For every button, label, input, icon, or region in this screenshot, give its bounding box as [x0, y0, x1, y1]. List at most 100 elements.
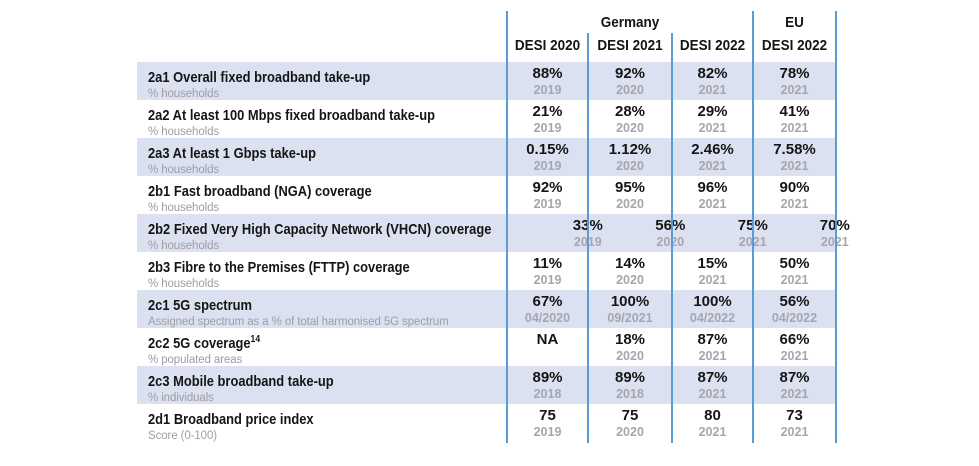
- metric-year: 04/2022: [689, 311, 736, 325]
- indicator-cell: 2b1 Fast broadband (NGA) coverage % hous…: [137, 176, 507, 214]
- metric-year: 2020: [616, 425, 644, 439]
- indicator-unit: % households: [148, 164, 220, 176]
- col-header-desi-2021: DESI 2021: [597, 37, 663, 54]
- indicator-cell: 2a3 At least 1 Gbps take-up % households: [137, 138, 507, 176]
- metric-year: 2019: [533, 83, 562, 97]
- value-cell: 15% 2021: [672, 252, 753, 290]
- metric-year: 2019: [533, 159, 562, 173]
- value-cell: 11% 2019: [507, 252, 588, 290]
- indicator-label-text: 2d1 Broadband price index: [148, 411, 314, 428]
- indicator-cell: 2b2 Fixed Very High Capacity Network (VH…: [137, 214, 547, 252]
- metric-value: NA: [536, 331, 559, 348]
- indicator-label-text: 2c3 Mobile broadband take-up: [148, 373, 334, 390]
- metric-value: 87%: [697, 331, 728, 348]
- indicator-cell: 2a1 Overall fixed broadband take-up % ho…: [137, 62, 507, 100]
- metric-year: 2021: [698, 425, 727, 439]
- indicator-label-text: 2b3 Fibre to the Premises (FTTP) coverag…: [148, 259, 410, 276]
- metric-year: 04/2020: [524, 311, 571, 325]
- table-header: Germany EU DESI 2020 DESI 2021 DESI 2022…: [137, 11, 837, 62]
- metric-year: 2021: [793, 235, 876, 250]
- metric-value: 89%: [532, 369, 563, 386]
- metric-year: 2020: [616, 349, 644, 363]
- metric-value: 15%: [697, 255, 728, 272]
- value-cell: 73 2021: [753, 404, 836, 442]
- metric-year: 2020: [616, 197, 644, 211]
- metric-year: 2019: [533, 197, 562, 211]
- value-cell: 80 2021: [672, 404, 753, 442]
- indicator-label: 2d1 Broadband price index: [148, 407, 457, 429]
- value-cell: 1.12% 2020: [588, 138, 672, 176]
- metric-value: 18%: [614, 331, 646, 348]
- metric-year: 2019: [533, 121, 562, 135]
- indicator-label-text: 2b2 Fixed Very High Capacity Network (VH…: [148, 221, 492, 238]
- metric-value: 75: [539, 407, 556, 424]
- metric-value: 28%: [614, 103, 646, 120]
- indicator-unit: Assigned spectrum as a % of total harmon…: [148, 316, 449, 328]
- metric-year: 2021: [780, 425, 809, 439]
- metric-value: 100%: [610, 293, 650, 310]
- metric-value: 0.15%: [526, 141, 569, 158]
- value-cell: 92% 2020: [588, 62, 672, 100]
- metric-year: 2020: [616, 159, 644, 173]
- metric-value: 73: [786, 407, 803, 424]
- value-cell: 88% 2019: [507, 62, 588, 100]
- value-cell: 96% 2021: [672, 176, 753, 214]
- indicator-label-text: 2c2 5G coverage: [148, 335, 251, 352]
- metric-value: 70%: [793, 217, 876, 235]
- value-cell: 89% 2018: [588, 366, 672, 404]
- metric-value: 50%: [779, 255, 810, 272]
- metric-year: 2020: [616, 121, 644, 135]
- col-header-eu-desi-2022: DESI 2022: [761, 37, 828, 54]
- metric-year: 2021: [780, 349, 809, 363]
- value-cell: 18% 2020: [588, 328, 672, 366]
- indicator-table: Germany EU DESI 2020 DESI 2021 DESI 2022…: [137, 11, 850, 443]
- indicator-label: 2b3 Fibre to the Premises (FTTP) coverag…: [148, 255, 457, 277]
- metric-value: 80: [704, 407, 721, 424]
- grid-line: [671, 33, 673, 443]
- indicator-unit: % households: [148, 126, 220, 138]
- indicator-cell: 2c3 Mobile broadband take-up % individua…: [137, 366, 507, 404]
- metric-value: 78%: [779, 65, 810, 82]
- metric-value: 90%: [779, 179, 810, 196]
- table-row: 2b3 Fibre to the Premises (FTTP) coverag…: [137, 252, 836, 290]
- metric-value: 95%: [614, 179, 646, 196]
- metric-value: 92%: [614, 65, 646, 82]
- indicator-cell: 2a2 At least 100 Mbps fixed broadband ta…: [137, 100, 507, 138]
- metric-year: 2020: [616, 83, 644, 97]
- indicator-unit: % households: [148, 240, 220, 252]
- indicator-unit: % populated areas: [148, 354, 243, 366]
- metric-value: 92%: [532, 179, 563, 196]
- metric-value: 41%: [779, 103, 810, 120]
- footnote-ref: 14: [250, 334, 261, 345]
- metric-value: 88%: [532, 65, 563, 82]
- metric-value: 89%: [614, 369, 646, 386]
- metric-value: 11%: [532, 255, 563, 272]
- value-cell: 87% 2021: [672, 328, 753, 366]
- value-cell: 95% 2020: [588, 176, 672, 214]
- value-cell: 75 2019: [507, 404, 588, 442]
- indicator-cell: 2b3 Fibre to the Premises (FTTP) coverag…: [137, 252, 507, 290]
- metric-year: 2021: [698, 121, 727, 135]
- metric-year: 2021: [698, 273, 727, 287]
- metric-value: 7.58%: [773, 141, 816, 158]
- metric-value: 96%: [697, 179, 728, 196]
- col-header-desi-2022: DESI 2022: [679, 37, 746, 54]
- indicator-label: 2b2 Fixed Very High Capacity Network (VH…: [148, 217, 491, 239]
- value-cell: 92% 2019: [507, 176, 588, 214]
- grid-line: [587, 33, 589, 443]
- table-row: 2a1 Overall fixed broadband take-up % ho…: [137, 62, 836, 100]
- table-row: 2a2 At least 100 Mbps fixed broadband ta…: [137, 100, 836, 138]
- grid-line: [752, 11, 754, 443]
- indicator-label-text: 2a1 Overall fixed broadband take-up: [148, 69, 371, 86]
- metric-year: 04/2022: [771, 311, 818, 325]
- grid-line: [506, 11, 508, 443]
- indicator-label: 2a2 At least 100 Mbps fixed broadband ta…: [148, 103, 457, 125]
- value-cell: 29% 2021: [672, 100, 753, 138]
- metric-year: 2020: [616, 273, 644, 287]
- value-cell: 78% 2021: [753, 62, 836, 100]
- indicator-label: 2c1 5G spectrum: [148, 293, 457, 315]
- table-row: 2d1 Broadband price index Score (0-100) …: [137, 404, 836, 442]
- value-cell: 14% 2020: [588, 252, 672, 290]
- indicator-unit: % households: [148, 88, 220, 100]
